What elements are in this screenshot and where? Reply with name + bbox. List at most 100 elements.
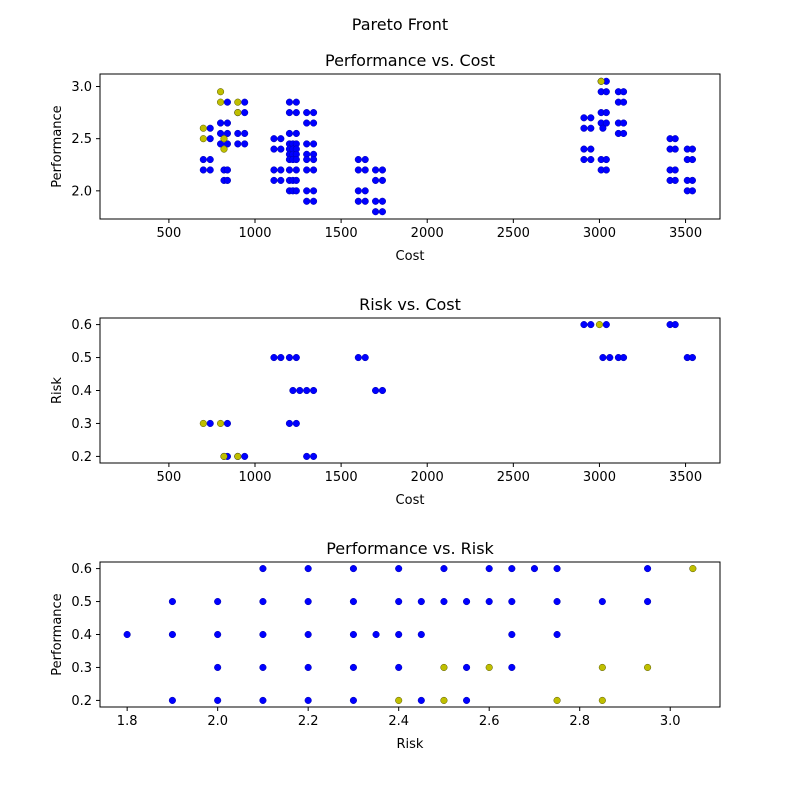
dominated-point	[349, 663, 357, 672]
dominated-point	[259, 598, 267, 606]
dominated-point	[688, 155, 696, 164]
chart-2: Risk vs. Cost 500 1000 1500 2000 2500 3000 3500…	[50, 295, 721, 508]
dominated-point	[372, 630, 380, 639]
dominated-point	[270, 135, 278, 143]
y-tick-label: 0.3	[71, 417, 92, 432]
dominated-point	[292, 166, 300, 174]
dominated-point	[508, 565, 516, 573]
dominated-point	[310, 386, 318, 395]
dominated-point	[206, 155, 214, 164]
pareto-point	[199, 124, 207, 132]
y-tick-label: 0.5	[71, 351, 92, 366]
dominated-point	[688, 354, 696, 362]
dominated-point	[361, 354, 369, 362]
y-axis: 0.2 0.3 0.4 0.5 0.6 Performance	[50, 562, 100, 709]
dominated-point	[285, 354, 293, 362]
dominated-point	[417, 630, 425, 639]
pareto-point	[199, 419, 207, 428]
dominated-point	[234, 140, 242, 148]
dominated-point	[508, 630, 516, 639]
dominated-point	[241, 452, 249, 460]
data-points	[123, 565, 697, 704]
dominated-point	[417, 598, 425, 606]
pareto-point	[598, 663, 606, 672]
dominated-point	[602, 88, 610, 96]
dominated-point	[217, 140, 225, 148]
dominated-point	[580, 155, 588, 164]
dominated-point	[378, 176, 386, 184]
pareto-point	[199, 135, 207, 143]
dominated-point	[292, 129, 300, 138]
dominated-point	[277, 135, 285, 143]
dominated-point	[361, 155, 369, 164]
dominated-point	[310, 155, 318, 164]
dominated-point	[241, 129, 249, 138]
y-tick-label: 0.3	[71, 661, 92, 676]
x-tick-label: 2500	[497, 226, 530, 241]
dominated-point	[620, 88, 628, 96]
dominated-point	[285, 419, 293, 428]
axes-frame	[99, 561, 721, 708]
chart-title: Performance vs. Risk	[326, 539, 494, 558]
x-tick-label: 2.8	[569, 714, 590, 729]
dominated-point	[292, 155, 300, 164]
x-tick-label: 2000	[411, 226, 444, 241]
pareto-point	[597, 77, 605, 85]
dominated-point	[214, 696, 222, 704]
dominated-point	[349, 598, 357, 606]
dominated-point	[303, 452, 311, 460]
dominated-point	[310, 166, 318, 174]
dominated-point	[378, 197, 386, 205]
dominated-point	[285, 166, 293, 174]
dominated-point	[259, 565, 267, 573]
dominated-point	[688, 176, 696, 184]
axes-frame	[99, 73, 721, 220]
dominated-point	[223, 166, 231, 174]
dominated-point	[217, 119, 225, 127]
dominated-point	[214, 663, 222, 672]
dominated-point	[289, 386, 297, 395]
pareto-point	[234, 452, 242, 460]
dominated-point	[206, 166, 214, 174]
x-tick-label: 3.0	[660, 714, 681, 729]
dominated-point	[354, 166, 362, 174]
dominated-point	[620, 98, 628, 106]
dominated-point	[292, 187, 300, 195]
dominated-point	[310, 109, 318, 117]
x-tick-label: 3000	[583, 226, 616, 241]
pareto-point	[598, 696, 606, 704]
y-axis: 0.2 0.3 0.4 0.5 0.6 Risk	[50, 318, 100, 465]
dominated-point	[277, 176, 285, 184]
dominated-point	[292, 98, 300, 106]
dominated-point	[168, 598, 176, 606]
x-tick-label: 500	[156, 226, 181, 241]
dominated-point	[587, 114, 595, 122]
dominated-point	[440, 565, 448, 573]
dominated-point	[270, 145, 278, 153]
dominated-point	[199, 155, 207, 164]
pareto-point	[220, 135, 228, 143]
pareto-point	[689, 565, 697, 573]
pareto-point	[440, 663, 448, 672]
dominated-point	[223, 129, 231, 138]
dominated-point	[553, 630, 561, 639]
dominated-point	[296, 386, 304, 395]
dominated-point	[303, 109, 311, 117]
dominated-point	[310, 140, 318, 148]
x-tick-label: 2000	[411, 470, 444, 485]
dominated-point	[285, 109, 293, 117]
dominated-point	[303, 119, 311, 127]
dominated-point	[644, 598, 652, 606]
axes-frame	[99, 317, 721, 464]
dominated-point	[214, 598, 222, 606]
dominated-point	[395, 565, 403, 573]
dominated-point	[378, 386, 386, 395]
dominated-point	[530, 565, 539, 573]
x-tick-label: 3000	[583, 470, 616, 485]
dominated-point	[241, 98, 249, 106]
y-tick-label: 0.2	[71, 694, 92, 709]
dominated-point	[310, 197, 318, 205]
figure-suptitle: Pareto Front	[352, 15, 448, 34]
pareto-point	[234, 98, 242, 106]
